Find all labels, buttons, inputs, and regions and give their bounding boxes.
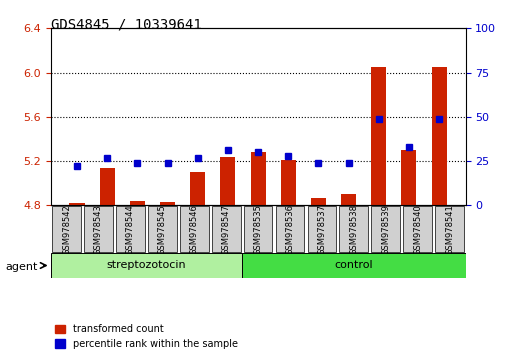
Bar: [130, 201, 144, 205]
FancyBboxPatch shape: [212, 206, 240, 252]
FancyBboxPatch shape: [275, 206, 304, 252]
Text: GSM978547: GSM978547: [221, 204, 230, 255]
Bar: [340, 194, 356, 205]
Text: GSM978536: GSM978536: [285, 204, 294, 255]
FancyBboxPatch shape: [241, 253, 465, 278]
Legend: transformed count, percentile rank within the sample: transformed count, percentile rank withi…: [56, 324, 237, 349]
FancyBboxPatch shape: [116, 206, 144, 252]
Bar: [220, 156, 235, 205]
Text: GSM978540: GSM978540: [412, 204, 421, 255]
Bar: [99, 168, 115, 205]
Bar: [160, 202, 175, 205]
Text: GSM978539: GSM978539: [380, 204, 389, 255]
FancyBboxPatch shape: [52, 206, 81, 252]
FancyBboxPatch shape: [307, 206, 336, 252]
Text: streptozotocin: streptozotocin: [107, 261, 186, 270]
Text: GSM978542: GSM978542: [62, 204, 71, 255]
Text: GDS4845 / 10339641: GDS4845 / 10339641: [50, 18, 201, 32]
Text: agent: agent: [5, 262, 37, 272]
Bar: [69, 203, 84, 205]
FancyBboxPatch shape: [50, 253, 241, 278]
Text: GSM978541: GSM978541: [444, 204, 453, 255]
FancyBboxPatch shape: [84, 206, 113, 252]
Text: GSM978543: GSM978543: [94, 204, 103, 255]
Text: GSM978537: GSM978537: [317, 204, 326, 255]
FancyBboxPatch shape: [402, 206, 431, 252]
Bar: [250, 152, 265, 205]
Text: GSM978535: GSM978535: [253, 204, 262, 255]
FancyBboxPatch shape: [339, 206, 368, 252]
Bar: [431, 67, 446, 205]
Bar: [190, 172, 205, 205]
FancyBboxPatch shape: [147, 206, 176, 252]
Text: GSM978546: GSM978546: [189, 204, 198, 255]
FancyBboxPatch shape: [434, 206, 463, 252]
Text: GSM978545: GSM978545: [158, 204, 167, 255]
Text: GSM978538: GSM978538: [348, 204, 358, 255]
Bar: [280, 160, 295, 205]
Bar: [400, 150, 416, 205]
Text: GSM978544: GSM978544: [126, 204, 135, 255]
FancyBboxPatch shape: [371, 206, 399, 252]
Bar: [371, 67, 385, 205]
Bar: [310, 198, 325, 205]
FancyBboxPatch shape: [179, 206, 208, 252]
Text: control: control: [334, 261, 372, 270]
FancyBboxPatch shape: [243, 206, 272, 252]
